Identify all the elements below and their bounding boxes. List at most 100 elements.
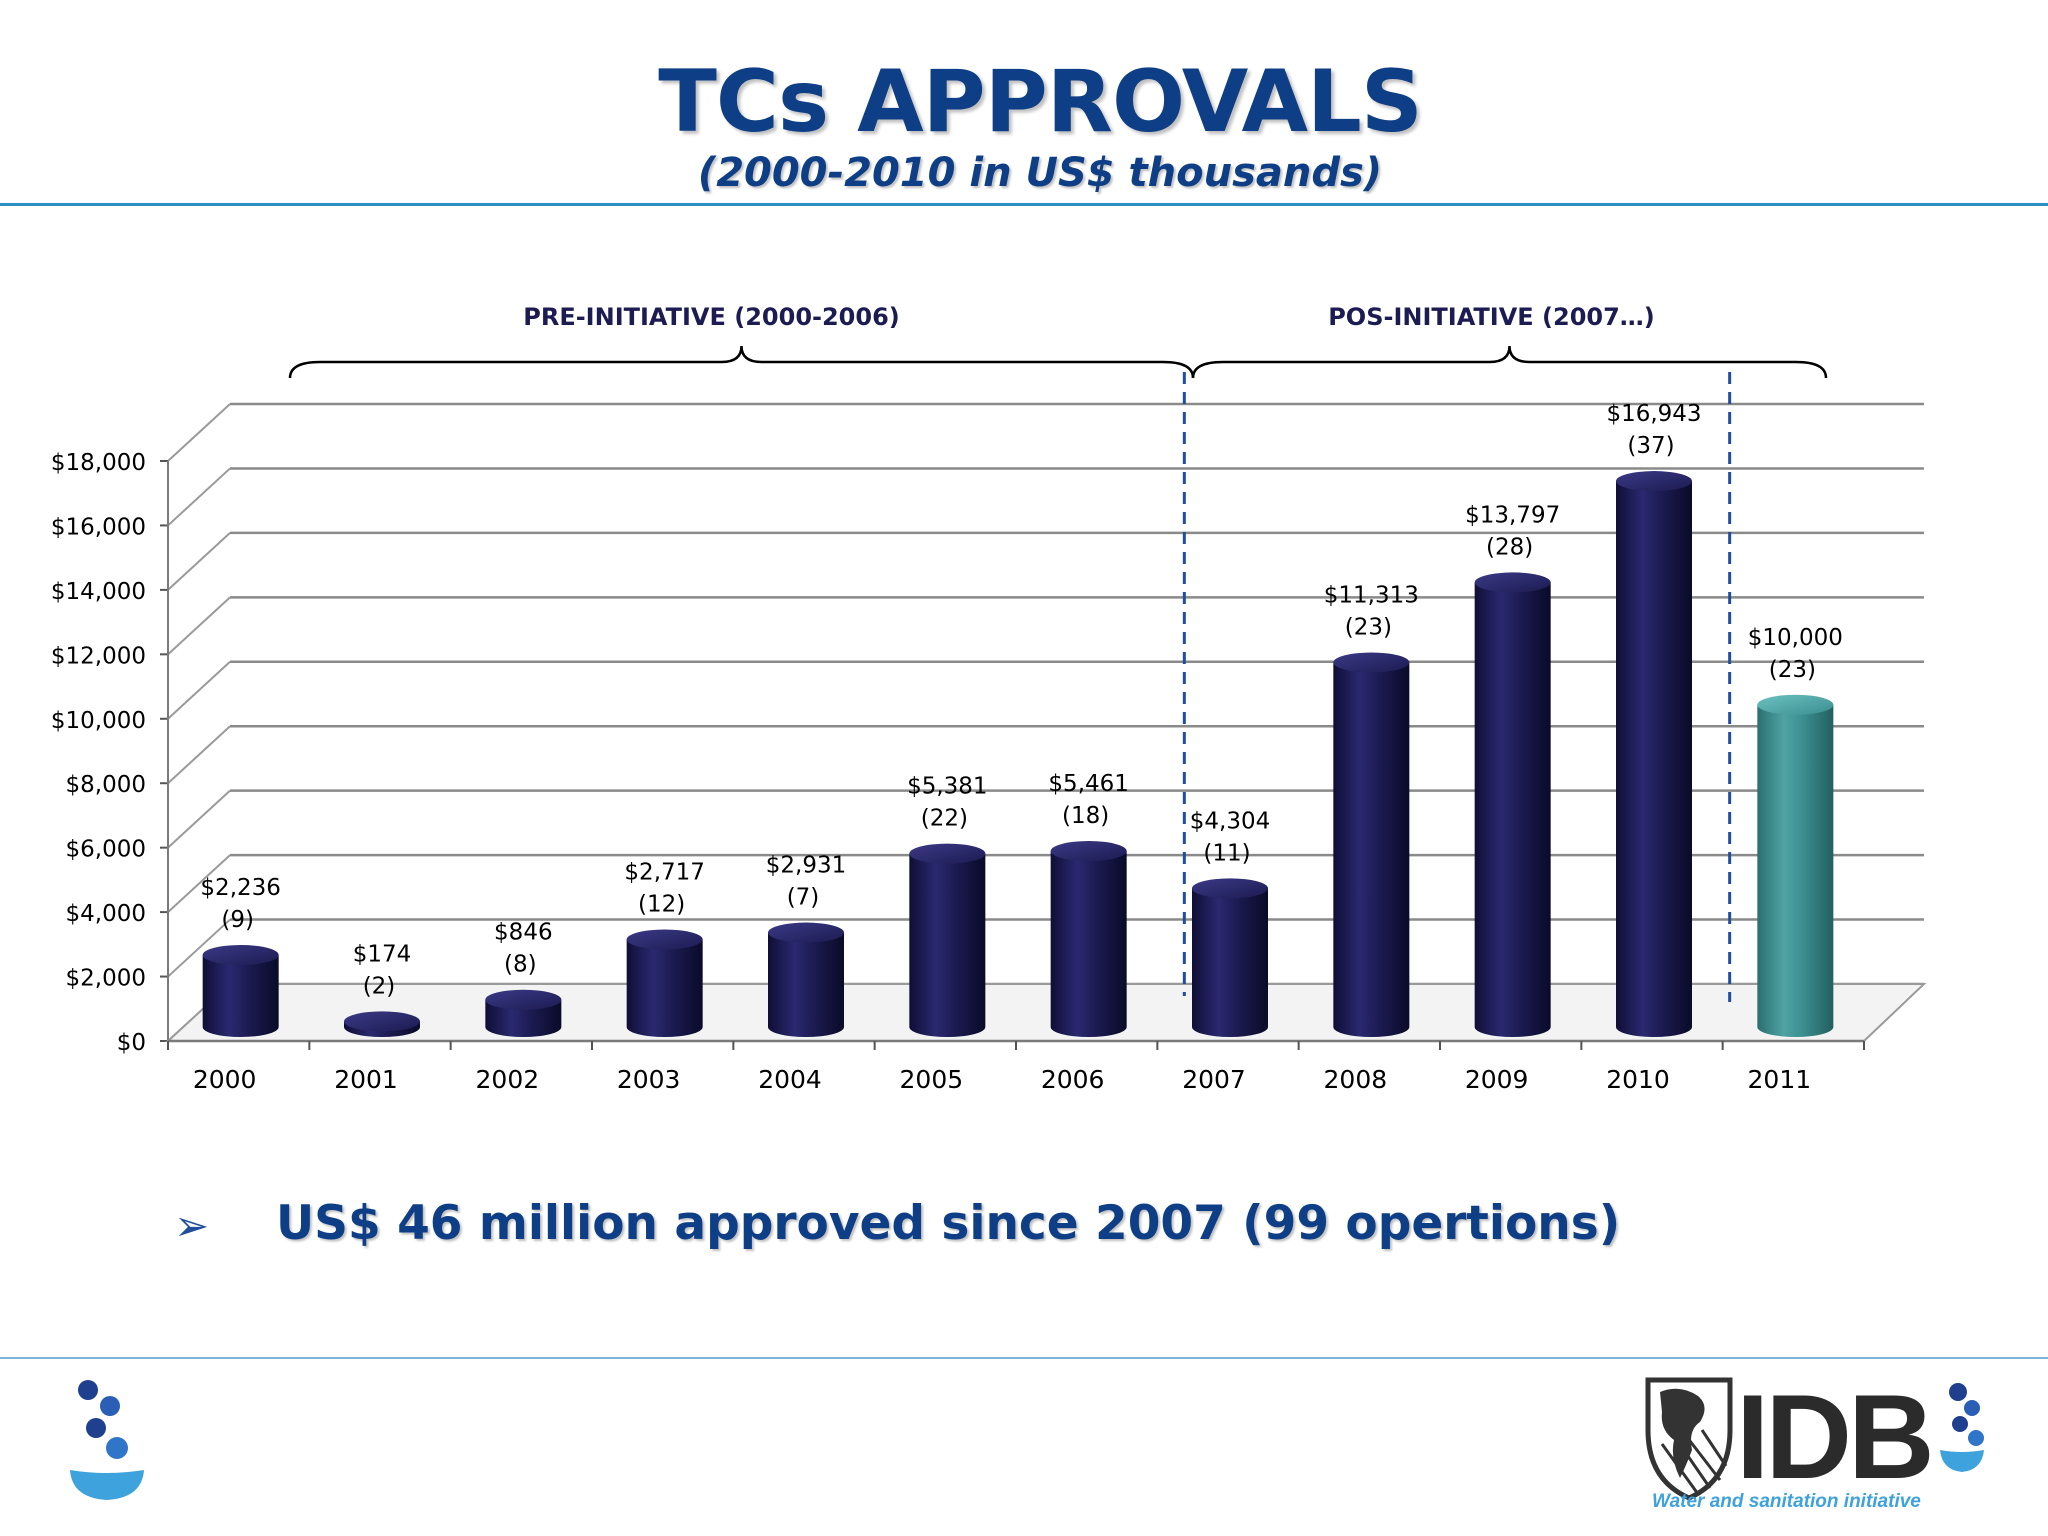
bar-cap (1757, 694, 1834, 715)
data-label-value: $11,313 (1324, 582, 1419, 608)
bar-2000 (202, 944, 279, 1037)
bar-2003 (626, 929, 703, 1037)
data-label-count: (7) (787, 885, 820, 911)
group-label: PRE-INITIATIVE (2000-2006) (523, 303, 900, 331)
bar-cap (1333, 652, 1410, 673)
chart-bars (202, 471, 1834, 1037)
data-label-value: $5,461 (1048, 771, 1128, 797)
footer-divider (0, 1357, 2048, 1359)
data-label-value: $10,000 (1748, 625, 1843, 651)
gridline-depth (167, 854, 231, 913)
bar-2001 (344, 1011, 420, 1037)
chart-labels: $0 $2,000 $4,000 $6,000 $8,000 $10,000 $12,000… (51, 401, 1843, 1094)
y-tick-label: $0 (117, 1030, 146, 1056)
bar-2011 (1757, 694, 1834, 1037)
x-tick-label: 2011 (1748, 1065, 1812, 1094)
data-label-count: (23) (1345, 614, 1392, 640)
arrowhead-bullet-icon: ➢ (174, 1201, 210, 1250)
idb-wordmark: IDB (1736, 1370, 1931, 1504)
data-label-count: (9) (221, 907, 254, 933)
bar-cap (344, 1011, 420, 1032)
data-label-value: $4,304 (1190, 808, 1270, 834)
gridline-depth (167, 403, 231, 462)
data-label-count: (12) (638, 891, 685, 917)
bar-body (1616, 481, 1692, 1037)
bar-cap (1050, 841, 1127, 862)
bar-2004 (768, 922, 844, 1037)
bar-body (626, 939, 703, 1037)
y-tick-label: $16,000 (51, 514, 146, 540)
bar-body (1192, 888, 1268, 1037)
x-tick-label: 2006 (1041, 1065, 1105, 1094)
bar-cap (485, 989, 562, 1010)
y-tick-label: $8,000 (66, 772, 146, 798)
gridline-depth (167, 918, 231, 978)
data-label-count: (18) (1062, 803, 1109, 829)
x-tick-label: 2002 (476, 1065, 540, 1094)
data-label-count: (2) (363, 973, 396, 999)
bar-cap (1616, 471, 1692, 492)
bar-2006 (1050, 841, 1127, 1037)
x-tick-label: 2000 (193, 1065, 257, 1094)
bar-cap (202, 944, 279, 965)
data-label-count: (37) (1627, 433, 1674, 459)
group-label: POS-INITIATIVE (2007…) (1328, 303, 1655, 331)
summary-bullet: US$ 46 million approved since 2007 (99 o… (276, 1196, 1621, 1251)
gridline-depth (167, 532, 231, 591)
x-tick-label: 2003 (617, 1065, 681, 1094)
data-label-value: $13,797 (1465, 502, 1560, 528)
header-divider (0, 203, 2048, 206)
idb-logo: IDB Water and sanitation initiative (1645, 1370, 1984, 1510)
x-tick-label: 2001 (334, 1065, 398, 1094)
y-tick-label: $6,000 (66, 837, 146, 863)
bar-2010 (1616, 471, 1692, 1037)
bar-cap (1474, 572, 1551, 593)
data-label-value: $2,717 (624, 859, 704, 885)
gridline-depth (167, 596, 231, 656)
page-subtitle: (2000-2010 in US$ thousands) (697, 150, 1383, 196)
data-label-value: $174 (353, 941, 412, 967)
bar-body (1050, 851, 1127, 1037)
bar-body (202, 954, 279, 1037)
bar-2005 (909, 843, 986, 1037)
bar-cap (909, 843, 986, 864)
gridline-depth (167, 789, 231, 849)
bar-body (909, 853, 986, 1037)
y-tick-label: $18,000 (51, 450, 146, 476)
page-title: TCs APPROVALS (658, 52, 1423, 152)
bar-body (485, 999, 562, 1037)
data-label-count: (8) (504, 952, 537, 978)
data-label-count: (23) (1769, 657, 1816, 683)
x-tick-label: 2005 (900, 1065, 964, 1094)
gridline-depth (167, 467, 231, 527)
bar-2002 (485, 989, 562, 1037)
bar-body (1474, 582, 1551, 1037)
y-tick-label: $14,000 (51, 579, 146, 605)
data-label-value: $846 (494, 920, 553, 946)
data-label-value: $2,931 (766, 853, 846, 879)
data-label-value: $5,381 (907, 774, 987, 800)
data-label-count: (11) (1203, 840, 1250, 866)
idb-tagline: Water and sanitation initiative (1652, 1491, 1921, 1510)
x-tick-label: 2007 (1182, 1065, 1246, 1094)
bar-2007 (1192, 878, 1268, 1037)
y-tick-label: $2,000 (66, 966, 146, 992)
group-brackets: PRE-INITIATIVE (2000-2006) POS-INITIATIVE… (288, 303, 1828, 379)
bar-cap (1192, 878, 1268, 899)
x-tick-label: 2010 (1606, 1065, 1670, 1094)
data-label-count: (28) (1486, 534, 1533, 560)
x-tick-label: 2004 (758, 1065, 822, 1094)
y-tick-label: $10,000 (51, 708, 146, 734)
y-tick-label: $4,000 (66, 901, 146, 927)
globe-icon (1645, 1377, 1733, 1501)
group-bracket (288, 345, 1195, 379)
water-drops-logo-icon (70, 1380, 144, 1500)
data-label-value: $2,236 (200, 875, 280, 901)
gridline-depth (167, 661, 231, 720)
bar-2009 (1474, 572, 1551, 1037)
x-tick-label: 2008 (1324, 1065, 1388, 1094)
group-bracket (1191, 345, 1828, 379)
bar-body (1333, 662, 1410, 1037)
bar-cap (768, 922, 844, 943)
